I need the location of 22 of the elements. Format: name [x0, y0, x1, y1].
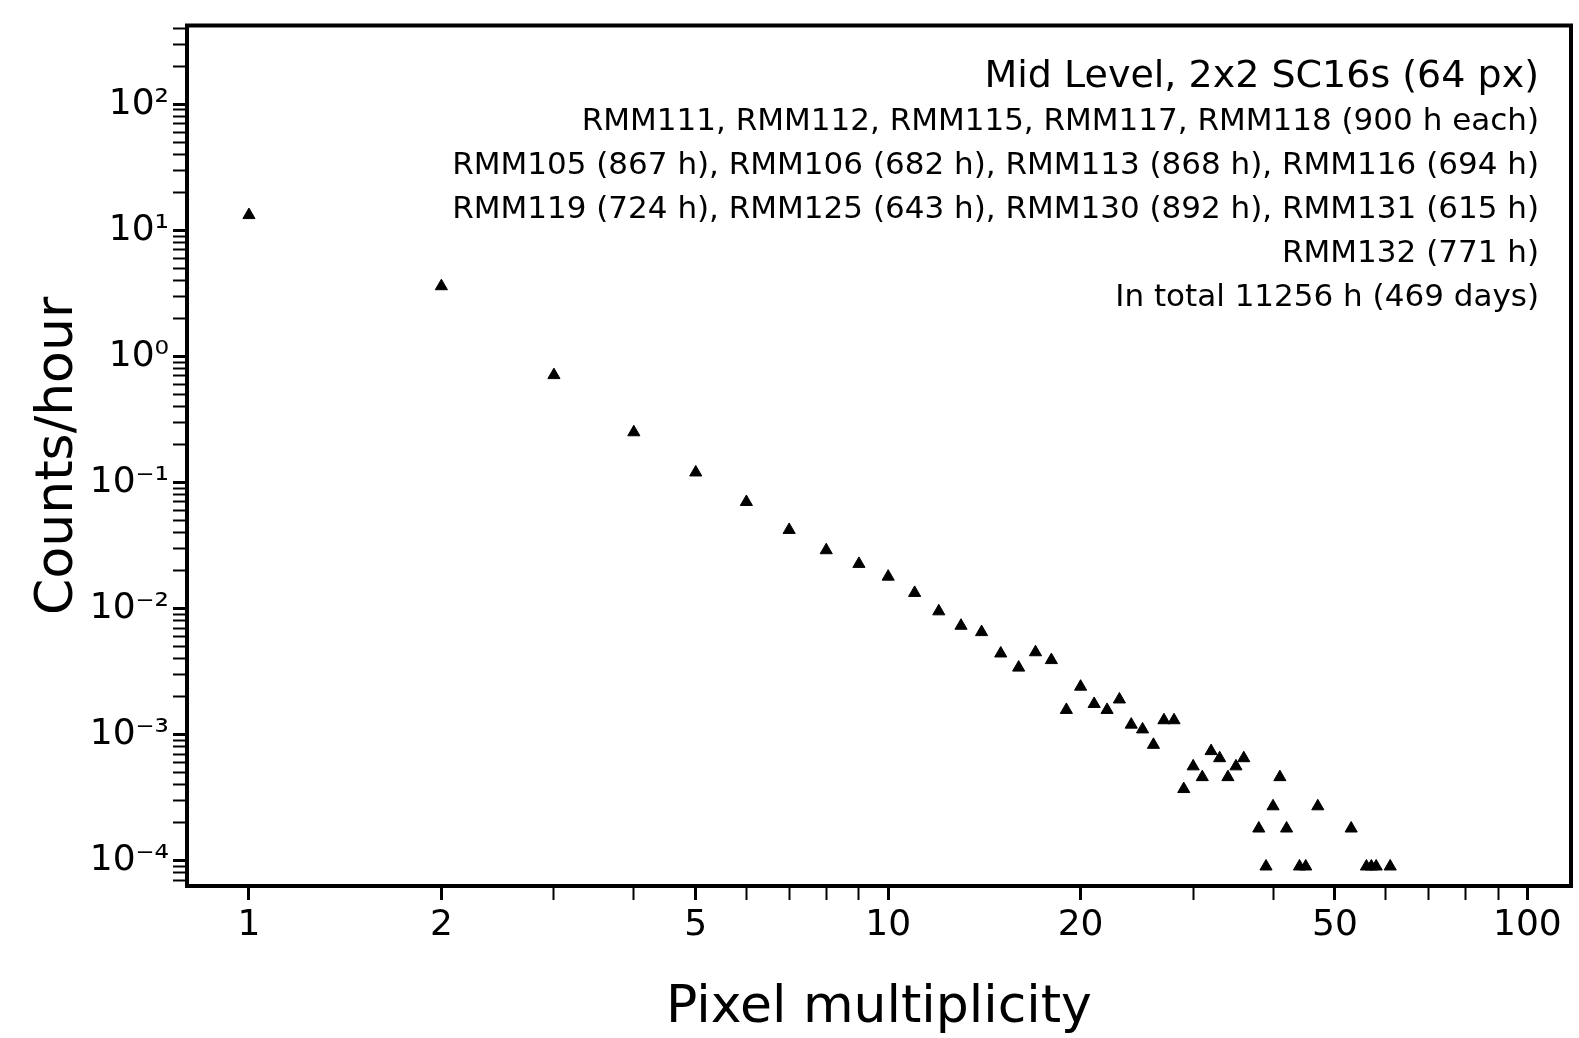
x-tick-label: 50 [1312, 901, 1358, 943]
x-tick-label: 1 [237, 901, 261, 943]
y-tick-label: 10² [108, 80, 169, 122]
x-tick-label: 20 [1057, 901, 1104, 943]
x-axis-title: Pixel multiplicity [666, 973, 1092, 1034]
y-axis-title: Counts/hour [23, 296, 84, 615]
annotation: RMM105 (867 h), RMM106 (682 h), RMM113 (868 h), RMM116 (694 h) [452, 144, 1539, 181]
annotation: RMM119 (724 h), RMM125 (643 h), RMM130 (892 h), RMM131 (615 h) [452, 188, 1539, 225]
y-tick-label: 10⁻² [89, 584, 169, 626]
annotation: RMM111, RMM112, RMM115, RMM117, RMM118 (900 h each) [581, 100, 1539, 137]
y-tick-label: 10⁻³ [89, 710, 169, 752]
y-tick-label: 10⁰ [108, 332, 169, 374]
x-tick-label: 2 [429, 901, 453, 943]
y-tick-label: 10¹ [108, 206, 169, 248]
y-tick-label: 10⁻¹ [89, 458, 169, 500]
x-tick-label: 5 [684, 901, 708, 943]
y-tick-label: 10⁻⁴ [89, 837, 169, 879]
x-tick-label: 10 [865, 901, 912, 943]
annotation: RMM132 (771 h) [1282, 232, 1539, 269]
annotation: In total 11256 h (469 days) [1115, 276, 1539, 313]
x-tick-label: 100 [1493, 901, 1562, 943]
annotation: Mid Level, 2x2 SC16s (64 px) [984, 52, 1539, 97]
